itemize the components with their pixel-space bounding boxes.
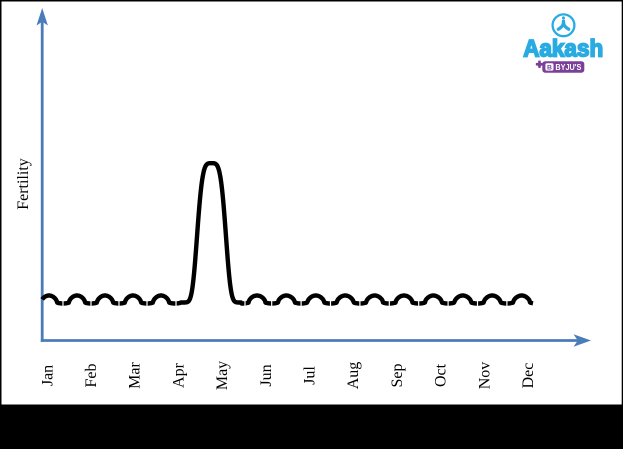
svg-text:May: May <box>214 361 231 390</box>
svg-text:Mar: Mar <box>127 362 144 389</box>
svg-text:Oct: Oct <box>433 363 450 387</box>
svg-text:Aug: Aug <box>345 362 362 390</box>
svg-text:Apr: Apr <box>170 362 187 388</box>
svg-text:Jun: Jun <box>258 364 275 386</box>
svg-text:Nov: Nov <box>476 362 493 390</box>
svg-text:Fertility: Fertility <box>15 158 32 210</box>
svg-text:BYJU'S: BYJU'S <box>555 63 582 72</box>
svg-text:Dec: Dec <box>520 363 537 389</box>
svg-text:B: B <box>547 64 552 71</box>
svg-text:Jan: Jan <box>39 365 56 386</box>
svg-text:Jul: Jul <box>302 366 319 385</box>
svg-text:Feb: Feb <box>83 364 100 388</box>
svg-text:Sep: Sep <box>389 364 406 388</box>
svg-text:Aakash: Aakash <box>523 35 603 62</box>
